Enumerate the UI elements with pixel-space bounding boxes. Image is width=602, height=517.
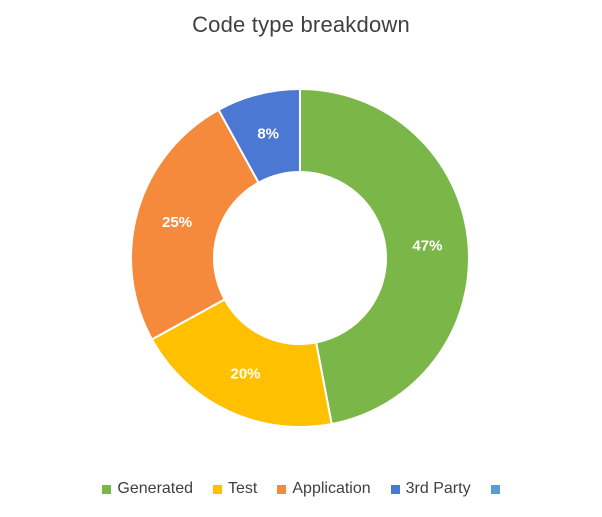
slice-generated bbox=[299, 87, 471, 426]
legend-item bbox=[490, 484, 500, 494]
chart-legend: Generated Test Application 3rd Party bbox=[0, 480, 602, 498]
legend-swatch bbox=[102, 484, 112, 494]
legend-label: Generated bbox=[117, 480, 194, 497]
legend-swatch bbox=[277, 484, 287, 494]
slice-test bbox=[150, 298, 333, 428]
legend-item: Test bbox=[213, 480, 257, 498]
legend-label: Application bbox=[292, 480, 371, 497]
legend-label: Test bbox=[228, 480, 258, 497]
donut-chart: 47% 20% 25% 8% bbox=[130, 87, 471, 428]
legend-swatch bbox=[490, 484, 500, 494]
data-label-application: 25% bbox=[162, 214, 192, 231]
slice-3rd-party bbox=[217, 87, 301, 184]
legend-item: Application bbox=[277, 480, 371, 498]
data-label-test: 20% bbox=[230, 365, 260, 382]
legend-swatch bbox=[213, 484, 223, 494]
slice-application bbox=[130, 108, 260, 341]
legend-item: 3rd Party bbox=[390, 480, 471, 498]
legend-label: 3rd Party bbox=[405, 480, 471, 497]
data-label-generated: 47% bbox=[412, 237, 442, 254]
legend-item: Generated bbox=[102, 480, 193, 498]
chart-title: Code type breakdown bbox=[192, 12, 410, 37]
legend-swatch bbox=[390, 484, 400, 494]
data-label-3rd-party: 8% bbox=[257, 126, 279, 143]
